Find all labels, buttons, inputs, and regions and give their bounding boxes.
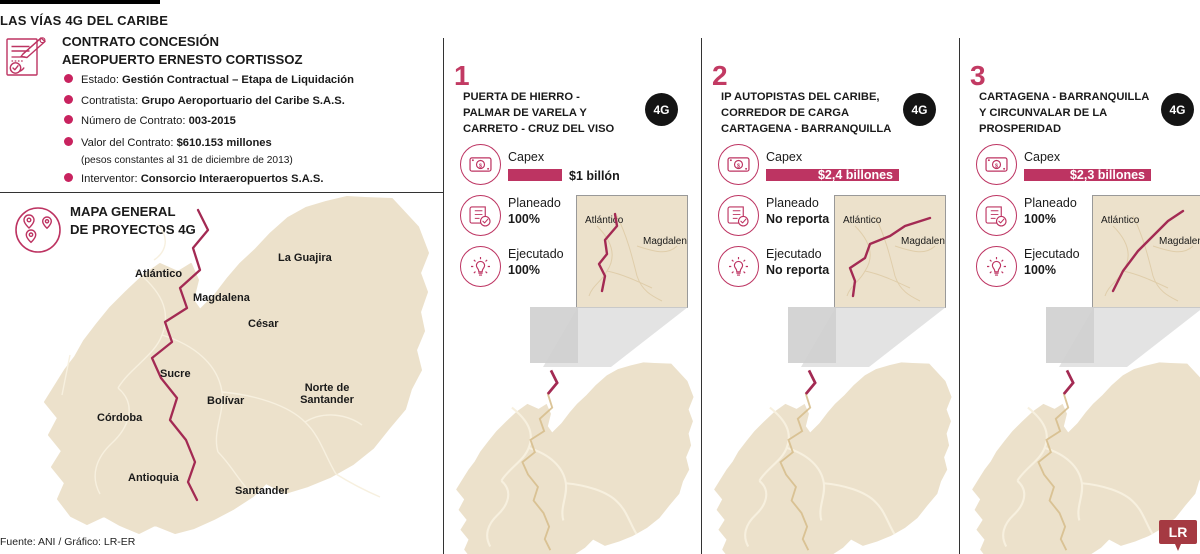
- svg-text:$: $: [995, 163, 998, 169]
- svg-text:$: $: [479, 163, 482, 169]
- svg-text:$: $: [737, 163, 740, 169]
- svg-text:LR: LR: [1169, 524, 1188, 540]
